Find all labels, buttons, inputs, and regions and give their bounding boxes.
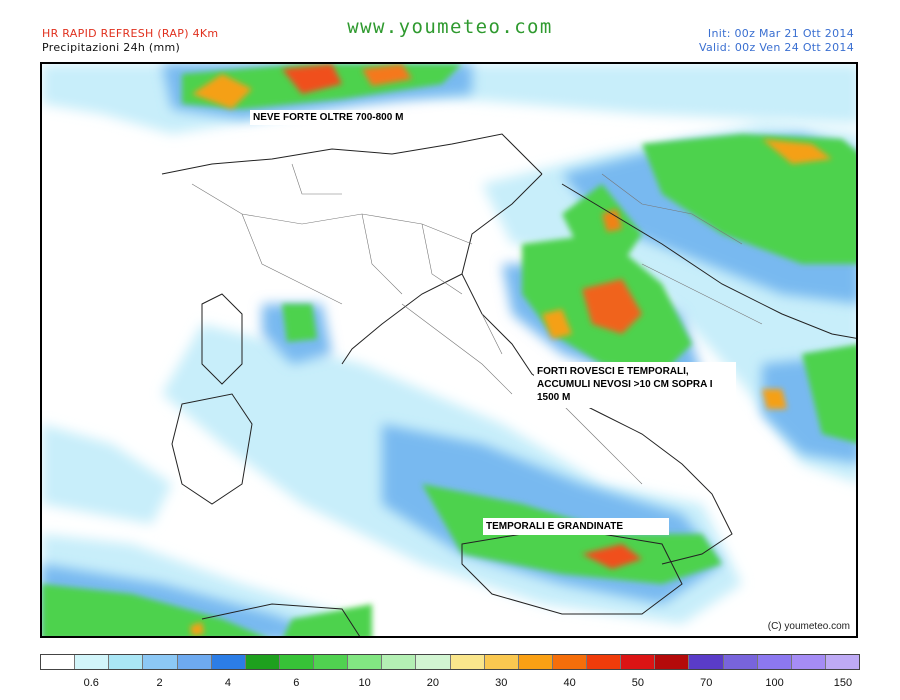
scale-swatch (416, 655, 451, 669)
scale-label: 70 (700, 677, 713, 689)
scale-swatch (41, 655, 76, 669)
annotation-hail: TEMPORALI E GRANDINATE (483, 518, 669, 535)
scale-label: 10 (358, 677, 371, 689)
precip-intense (190, 64, 832, 636)
scale-label: 100 (765, 677, 784, 689)
scale-swatch (552, 655, 587, 669)
scale-swatch (587, 655, 622, 669)
model-title: HR RAPID REFRESH (RAP) 4Km (42, 27, 219, 40)
annotation-storms-line1: FORTI ROVESCI E TEMPORALI, (537, 366, 689, 377)
scale-label: 4 (224, 677, 231, 689)
map-canvas (42, 64, 856, 636)
scale-swatch (518, 655, 553, 669)
scale-swatch (825, 655, 859, 669)
region-borders (191, 163, 763, 485)
annotation-storms-line2: ACCUMULI NEVOSI >10 CM SOPRA I (537, 379, 713, 390)
color-scale-labels: 0.6 2 4 6 10 20 30 40 50 70 100 150 (40, 677, 860, 691)
scale-swatch (279, 655, 314, 669)
scale-swatch (245, 655, 280, 669)
scale-swatch (791, 655, 826, 669)
init-time: Init: 00z Mar 21 Ott 2014 (707, 27, 854, 40)
annotation-snow: NEVE FORTE OLTRE 700-800 M (250, 110, 407, 125)
scale-swatch (348, 655, 383, 669)
valid-time: Valid: 00z Ven 24 Ott 2014 (699, 41, 854, 54)
scale-swatch (621, 655, 656, 669)
scale-label: 2 (156, 677, 163, 689)
scale-swatch (382, 655, 417, 669)
scale-swatch (177, 655, 212, 669)
scale-swatch (211, 655, 246, 669)
scale-swatch (143, 655, 178, 669)
scale-swatch (723, 655, 758, 669)
color-scale (40, 654, 860, 670)
scale-swatch (75, 655, 110, 669)
scale-label: 20 (426, 677, 440, 689)
scale-label: 0.6 (83, 677, 99, 689)
scale-swatch (757, 655, 792, 669)
annotation-storms-line3: 1500 M (537, 392, 571, 403)
copyright: (C) youmeteo.com (767, 621, 850, 632)
product-title: Precipitazioni 24h (mm) (42, 41, 181, 54)
scale-swatch (655, 655, 690, 669)
site-title: www.youmeteo.com (347, 16, 553, 38)
annotation-storms: FORTI ROVESCI E TEMPORALI, ACCUMULI NEVO… (534, 362, 736, 408)
scale-swatch (484, 655, 519, 669)
scale-label: 150 (833, 677, 853, 689)
scale-swatch (450, 655, 485, 669)
scale-label: 50 (631, 677, 645, 689)
scale-swatch (689, 655, 724, 669)
precipitation-map: NEVE FORTE OLTRE 700-800 M FORTI ROVESCI… (40, 62, 858, 638)
scale-swatch (109, 655, 144, 669)
scale-label: 30 (495, 677, 508, 689)
scale-label: 6 (293, 677, 300, 689)
scale-label: 40 (563, 677, 576, 689)
scale-swatch (314, 655, 349, 669)
